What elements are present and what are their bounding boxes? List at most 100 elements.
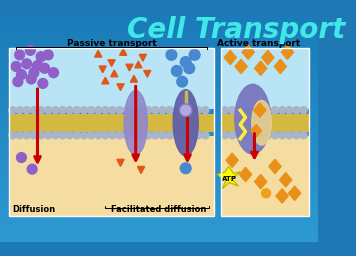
Circle shape	[264, 132, 271, 139]
Circle shape	[264, 107, 271, 114]
Bar	[0, 208, 318, 209]
Bar	[0, 157, 318, 158]
Bar	[0, 76, 318, 77]
Text: Passive transport: Passive transport	[67, 39, 157, 48]
Bar	[0, 34, 318, 35]
Bar	[0, 94, 318, 95]
Bar	[0, 127, 318, 128]
Polygon shape	[137, 166, 145, 174]
Bar	[0, 39, 318, 40]
Bar	[0, 65, 318, 66]
Bar	[0, 107, 318, 108]
Bar	[0, 192, 318, 193]
Circle shape	[11, 61, 21, 71]
Bar	[0, 50, 318, 51]
Bar	[0, 165, 318, 166]
Bar	[0, 24, 318, 25]
Bar	[0, 239, 318, 240]
Circle shape	[59, 132, 66, 139]
Polygon shape	[217, 166, 240, 189]
Bar	[0, 202, 318, 203]
Bar	[0, 170, 318, 171]
Bar	[0, 180, 318, 181]
Bar	[0, 88, 318, 89]
Bar	[0, 159, 318, 160]
Bar	[0, 85, 318, 86]
Bar	[0, 201, 318, 202]
Circle shape	[116, 132, 123, 139]
Bar	[0, 84, 318, 85]
Text: Active transport: Active transport	[217, 39, 300, 48]
Bar	[0, 212, 318, 213]
Bar	[0, 238, 318, 239]
Bar	[0, 136, 318, 137]
Bar	[0, 96, 318, 97]
Bar	[0, 154, 318, 155]
Circle shape	[52, 107, 59, 114]
Circle shape	[109, 132, 116, 139]
Circle shape	[30, 107, 37, 114]
Circle shape	[137, 107, 145, 114]
Bar	[0, 106, 318, 107]
Circle shape	[123, 107, 130, 114]
Circle shape	[278, 132, 286, 139]
Bar	[0, 141, 318, 142]
Bar	[0, 121, 318, 122]
Polygon shape	[255, 175, 267, 189]
Bar	[0, 146, 318, 147]
Bar	[0, 117, 318, 118]
Circle shape	[30, 132, 37, 139]
Polygon shape	[254, 103, 266, 117]
Circle shape	[172, 66, 182, 76]
Bar	[0, 38, 318, 39]
Bar	[0, 54, 318, 55]
Polygon shape	[240, 167, 252, 182]
Polygon shape	[111, 70, 118, 77]
Bar	[0, 14, 318, 15]
Circle shape	[166, 49, 177, 60]
Bar	[0, 241, 318, 242]
Bar	[0, 110, 318, 111]
Bar	[0, 235, 318, 236]
Bar	[0, 194, 318, 195]
Bar	[0, 128, 318, 129]
Bar	[0, 233, 318, 234]
Bar	[0, 67, 318, 68]
Bar	[0, 187, 318, 188]
Polygon shape	[130, 76, 137, 82]
Bar	[0, 158, 318, 159]
Text: Cell Transport: Cell Transport	[127, 16, 346, 44]
Ellipse shape	[173, 90, 198, 156]
Circle shape	[293, 107, 300, 114]
Circle shape	[250, 107, 257, 114]
Polygon shape	[144, 70, 151, 77]
Bar	[0, 209, 318, 210]
Bar	[0, 133, 318, 134]
Circle shape	[52, 132, 59, 139]
Circle shape	[177, 76, 188, 87]
Bar	[0, 95, 318, 96]
Bar	[0, 98, 318, 99]
Circle shape	[195, 132, 202, 139]
Circle shape	[152, 107, 159, 114]
Bar	[0, 131, 318, 132]
Bar	[0, 237, 318, 238]
Circle shape	[180, 163, 191, 174]
Bar	[0, 60, 318, 61]
Bar	[0, 177, 318, 178]
Circle shape	[271, 132, 278, 139]
Circle shape	[229, 107, 236, 114]
Bar	[0, 229, 318, 230]
Circle shape	[15, 50, 25, 60]
Polygon shape	[274, 59, 287, 74]
Bar	[0, 72, 318, 73]
Circle shape	[278, 107, 286, 114]
Circle shape	[300, 107, 307, 114]
Circle shape	[66, 132, 73, 139]
Bar	[0, 123, 318, 124]
Circle shape	[243, 107, 250, 114]
Bar	[0, 77, 318, 78]
Ellipse shape	[252, 100, 271, 145]
Bar	[0, 166, 318, 167]
Circle shape	[80, 132, 88, 139]
